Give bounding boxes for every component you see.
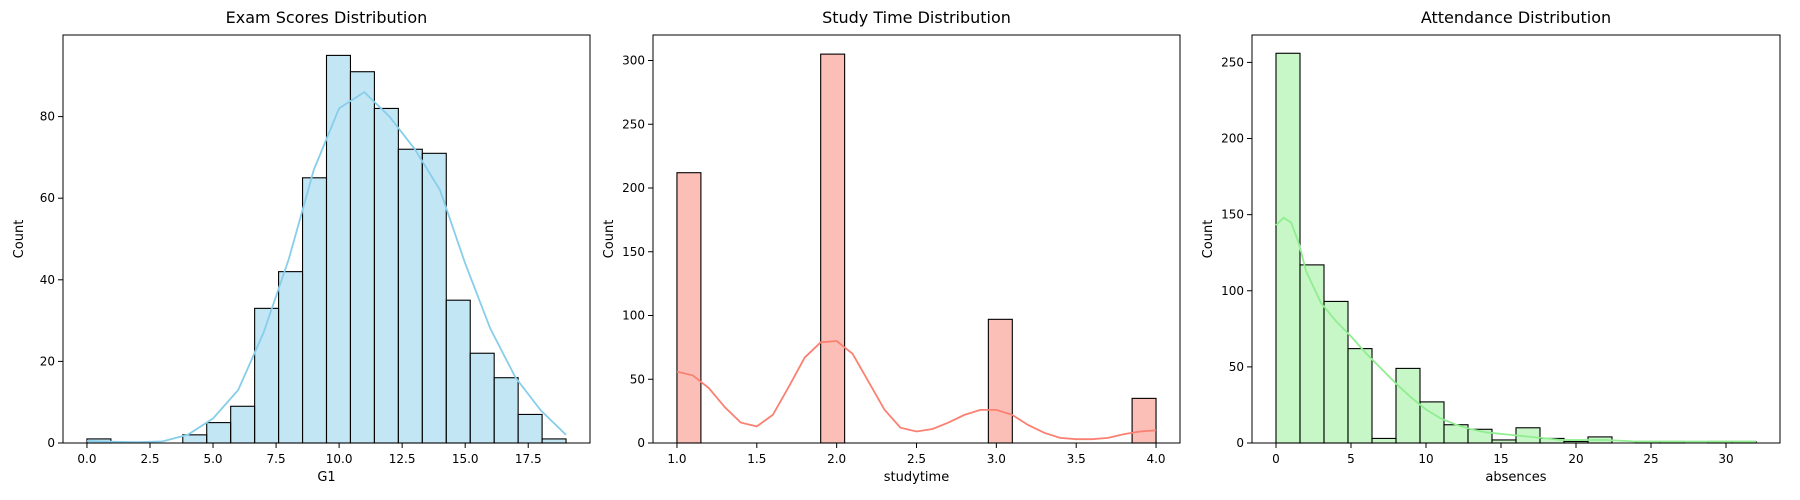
kde-curve: [86, 90, 567, 444]
y-tick-label: 50: [630, 372, 645, 386]
x-tick-label: 5.0: [203, 452, 222, 466]
y-tick-label: 0: [47, 436, 55, 450]
chart-title: Attendance Distribution: [1421, 8, 1611, 27]
histogram-bar: [493, 377, 519, 444]
x-tick-label: 5: [1347, 452, 1355, 466]
x-tick-label: 2.0: [827, 452, 846, 466]
plot-area: [86, 54, 567, 444]
y-tick-label: 100: [1221, 284, 1244, 298]
y-tick-label: 150: [1221, 208, 1244, 222]
plot-area: [1275, 52, 1757, 444]
y-tick-label: 250: [1221, 55, 1244, 69]
histogram-bar: [987, 318, 1013, 444]
y-tick-label: 200: [1221, 132, 1244, 146]
histogram-bar: [1419, 401, 1445, 444]
x-tick-label: 2.5: [140, 452, 159, 466]
x-tick-label: 17.5: [515, 452, 542, 466]
y-axis-label: Count: [12, 220, 27, 259]
histogram-bar: [469, 352, 495, 444]
x-tick-label: 15.0: [452, 452, 479, 466]
kde-curve: [676, 340, 1157, 441]
y-tick-label: 80: [40, 110, 55, 124]
x-tick-label: 0.0: [77, 452, 96, 466]
y-tick-label: 0: [1236, 436, 1244, 450]
y-tick-label: 300: [622, 54, 645, 68]
attendance-histogram: Attendance Distribution absences Count 0…: [1201, 8, 1781, 485]
study-time-histogram: Study Time Distribution studytime Count …: [602, 8, 1181, 485]
y-axis-label: Count: [1201, 220, 1216, 259]
plot-area: [676, 53, 1157, 444]
histogram-bar: [1131, 397, 1157, 444]
x-tick-label: 4.0: [1146, 452, 1165, 466]
histogram-bar: [1299, 264, 1325, 444]
histogram-bar: [254, 307, 280, 444]
histogram-bar: [676, 172, 702, 444]
x-tick-label: 0: [1272, 452, 1280, 466]
y-tick-label: 250: [622, 117, 645, 131]
y-tick-label: 50: [1229, 360, 1244, 374]
y-tick-label: 100: [622, 309, 645, 323]
histogram-bar: [820, 53, 846, 444]
chart-title: Exam Scores Distribution: [226, 8, 428, 27]
x-tick-label: 12.5: [389, 452, 416, 466]
x-tick-label: 25: [1643, 452, 1658, 466]
histogram-bar: [517, 413, 543, 444]
histogram-bar: [1323, 300, 1349, 444]
axes-frame: [1251, 34, 1781, 444]
x-axis-label: G1: [317, 470, 335, 485]
x-tick-label: 7.5: [267, 452, 286, 466]
y-tick-label: 200: [622, 181, 645, 195]
chart-title: Study Time Distribution: [822, 8, 1011, 27]
histogram-bar: [301, 177, 328, 444]
x-tick-label: 10: [1418, 452, 1433, 466]
histogram-bar: [230, 405, 256, 444]
y-tick-label: 0: [637, 436, 645, 450]
axes-frame: [62, 34, 591, 444]
axes-frame: [652, 34, 1181, 444]
x-tick-label: 1.5: [747, 452, 766, 466]
y-tick-label: 20: [40, 354, 55, 368]
y-tick-label: 40: [40, 273, 55, 287]
x-tick-label: 10.0: [326, 452, 353, 466]
histogram-bar: [397, 148, 423, 444]
histogram-bar: [349, 71, 375, 444]
x-tick-label: 2.5: [907, 452, 926, 466]
histogram-bar: [373, 107, 399, 444]
histogram-bar: [1275, 52, 1301, 444]
x-tick-label: 1.0: [667, 452, 686, 466]
x-axis-label: absences: [1485, 470, 1546, 485]
histogram-bar: [1395, 367, 1421, 444]
x-tick-label: 3.0: [987, 452, 1006, 466]
histogram-bar: [1371, 437, 1397, 444]
histogram-bar: [278, 271, 304, 444]
kde-curve: [1275, 216, 1756, 443]
x-tick-label: 30: [1718, 452, 1733, 466]
x-tick-label: 15: [1493, 452, 1508, 466]
histogram-bar: [541, 438, 567, 444]
x-axis-label: studytime: [884, 470, 949, 485]
y-axis-label: Count: [602, 220, 617, 259]
exam-scores-histogram: Exam Scores Distribution G1 Count 0.0 2.5…: [12, 8, 591, 485]
x-tick-label: 20: [1568, 452, 1583, 466]
y-tick-label: 150: [622, 245, 645, 259]
histogram-bar: [206, 422, 232, 444]
histogram-bar: [325, 54, 352, 444]
y-tick-label: 60: [40, 191, 55, 205]
histogram-bar: [445, 299, 471, 444]
x-tick-label: 3.5: [1067, 452, 1086, 466]
histogram-bar: [1347, 348, 1373, 444]
